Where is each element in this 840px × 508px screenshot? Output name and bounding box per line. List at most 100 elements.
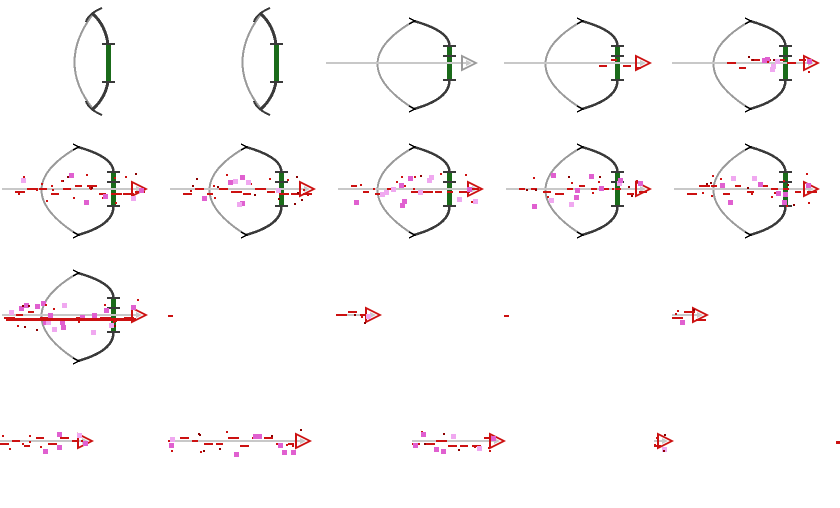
sparkle [57,445,62,450]
sparkle [451,434,456,439]
sparkle [78,321,80,323]
sparkle [720,183,725,188]
sparkle [617,181,622,186]
grip-wrap-top [443,45,456,47]
frame-18 [412,431,507,454]
sparkle [575,188,580,193]
charge-streak [267,191,275,193]
sparkle [663,450,665,452]
sparkle [286,444,288,446]
sparkle [787,184,789,186]
bow-string [712,146,751,236]
charge-streak [555,193,564,195]
charge-streak [15,191,25,193]
sparkle [296,176,298,178]
sparkle [574,195,579,200]
sparkle [396,181,398,183]
charge-streak [448,445,457,447]
charge-streak [288,443,294,445]
grip-wrap-mid [107,307,120,309]
bow-lower-limb [413,76,451,111]
charge-streak [180,437,189,439]
sparkle [77,433,82,438]
sparkle [399,183,404,188]
sparkle [190,190,192,192]
sparkle [254,194,256,196]
sparkle [418,190,423,195]
charge-streak [599,65,607,67]
sparkle [408,176,413,181]
arrowhead-fill [300,438,306,444]
sparkle [751,193,753,195]
grip-wrap-bottom [107,331,120,333]
charge-streak [60,437,69,439]
release-streak [6,318,136,321]
bow-tip-bottom [253,100,271,116]
sparkle [291,450,296,455]
sparkle [114,325,116,327]
frame-10 [674,143,821,239]
bow-nock-top [744,143,753,151]
sparkle [240,201,245,206]
sparkle [549,198,554,203]
sparkle [203,450,205,452]
charge-streak [591,188,597,190]
sparkle [429,175,434,180]
bow-lower-limb [245,202,283,237]
arrowhead [295,432,313,450]
frame-05 [672,17,821,113]
sparkle [237,202,242,207]
sparkle [693,309,695,311]
sparkle [43,449,48,454]
sparkle [354,200,359,205]
sparkle [131,196,136,201]
grip-wrap-top [779,171,792,173]
sparkle [43,320,48,325]
charge-streak [711,185,717,187]
bow-upper-limb [749,19,787,50]
frame-13 [336,306,383,324]
grip-wrap-top [275,171,288,173]
frame-11 [2,269,149,365]
sparkle [22,305,24,307]
sparkle [22,443,24,445]
charge-streak [27,188,38,190]
sparkle [783,180,785,182]
sparkle [786,205,788,207]
charge-streak [16,314,23,316]
sparkle [806,173,808,175]
charge-streak [75,185,82,187]
sparkle [233,179,238,184]
sparkle [758,182,763,187]
charge-streak [684,311,695,313]
sparkle [354,314,356,316]
sparkle [257,434,262,439]
charge-streak [351,185,357,187]
charge-streak [615,188,621,190]
frame-02 [241,7,283,116]
sparkle [135,173,137,175]
sparkle [24,303,29,308]
bow-nock-bottom [744,105,753,113]
sparkle [109,323,114,328]
bow-string [40,146,79,236]
charge-streak [279,193,289,195]
sparkle [677,310,679,312]
charge-streak [255,188,266,190]
bow-lower-limb [581,202,619,237]
sparkle [598,181,600,183]
sparkle [83,441,88,446]
bow-upper-limb [749,145,787,176]
sparkle [361,316,363,318]
charge-streak [807,191,817,193]
arrow-shaft [326,62,470,64]
charge-streak [87,185,97,187]
charge-streak [435,191,442,193]
sparkle [9,310,14,315]
sparkle [413,188,415,190]
arrow-shaft [672,62,812,64]
charge-streak [603,188,609,190]
charge-streak [567,188,573,190]
sparkle [17,325,19,327]
bow-tip-top [253,7,271,23]
